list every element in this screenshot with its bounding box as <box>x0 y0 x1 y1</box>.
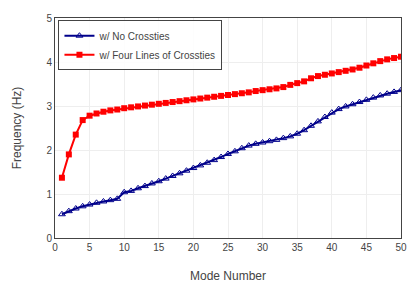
svg-text:25: 25 <box>222 242 234 253</box>
svg-text:2: 2 <box>46 145 52 156</box>
svg-text:45: 45 <box>361 242 373 253</box>
svg-text:40: 40 <box>326 242 338 253</box>
svg-text:0: 0 <box>52 242 58 253</box>
svg-text:3: 3 <box>46 101 52 112</box>
svg-text:50: 50 <box>395 242 407 253</box>
svg-text:4: 4 <box>46 57 52 68</box>
svg-text:w/ No Crossties: w/ No Crossties <box>98 31 169 42</box>
svg-text:w/ Four Lines of Crossties: w/ Four Lines of Crossties <box>98 50 215 61</box>
svg-text:10: 10 <box>119 242 131 253</box>
svg-text:0: 0 <box>46 233 52 244</box>
svg-text:Mode Number: Mode Number <box>190 269 266 283</box>
svg-text:Frequency (Hz): Frequency (Hz) <box>10 87 24 170</box>
svg-text:30: 30 <box>257 242 269 253</box>
svg-text:20: 20 <box>188 242 200 253</box>
svg-text:5: 5 <box>87 242 93 253</box>
svg-text:35: 35 <box>292 242 304 253</box>
svg-text:15: 15 <box>153 242 165 253</box>
svg-text:1: 1 <box>46 189 52 200</box>
svg-text:5: 5 <box>46 13 52 24</box>
